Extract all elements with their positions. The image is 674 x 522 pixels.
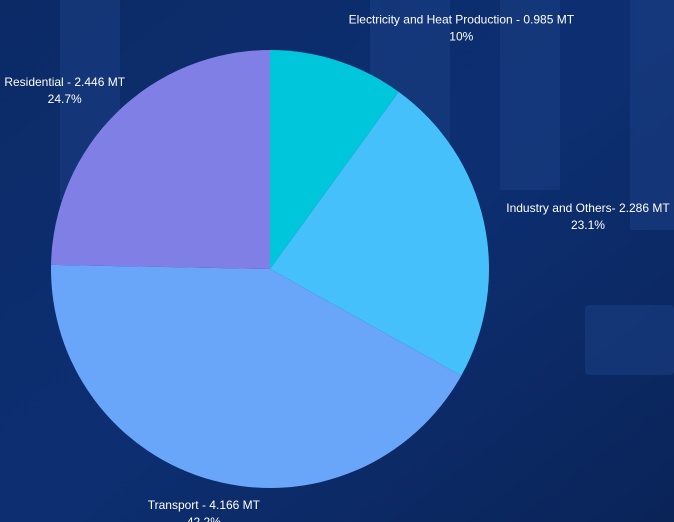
pie-slice: [51, 264, 462, 488]
slice-label: Industry and Others- 2.286 MT: [506, 201, 670, 215]
slice-percent: 23.1%: [571, 218, 605, 232]
slice-percent: 24.7%: [48, 92, 82, 106]
pie-slice: [51, 50, 270, 269]
slice-label: Electricity and Heat Production - 0.985 …: [349, 12, 575, 26]
pie-slice: [270, 91, 489, 376]
slice-label: Transport - 4.166 MT: [148, 498, 261, 512]
slice-percent: 42.2%: [187, 515, 221, 522]
slice-percent: 10%: [449, 29, 473, 43]
slice-label: Residential - 2.446 MT: [4, 75, 125, 89]
pie-slice: [270, 50, 399, 269]
city-backdrop: [60, 0, 674, 375]
